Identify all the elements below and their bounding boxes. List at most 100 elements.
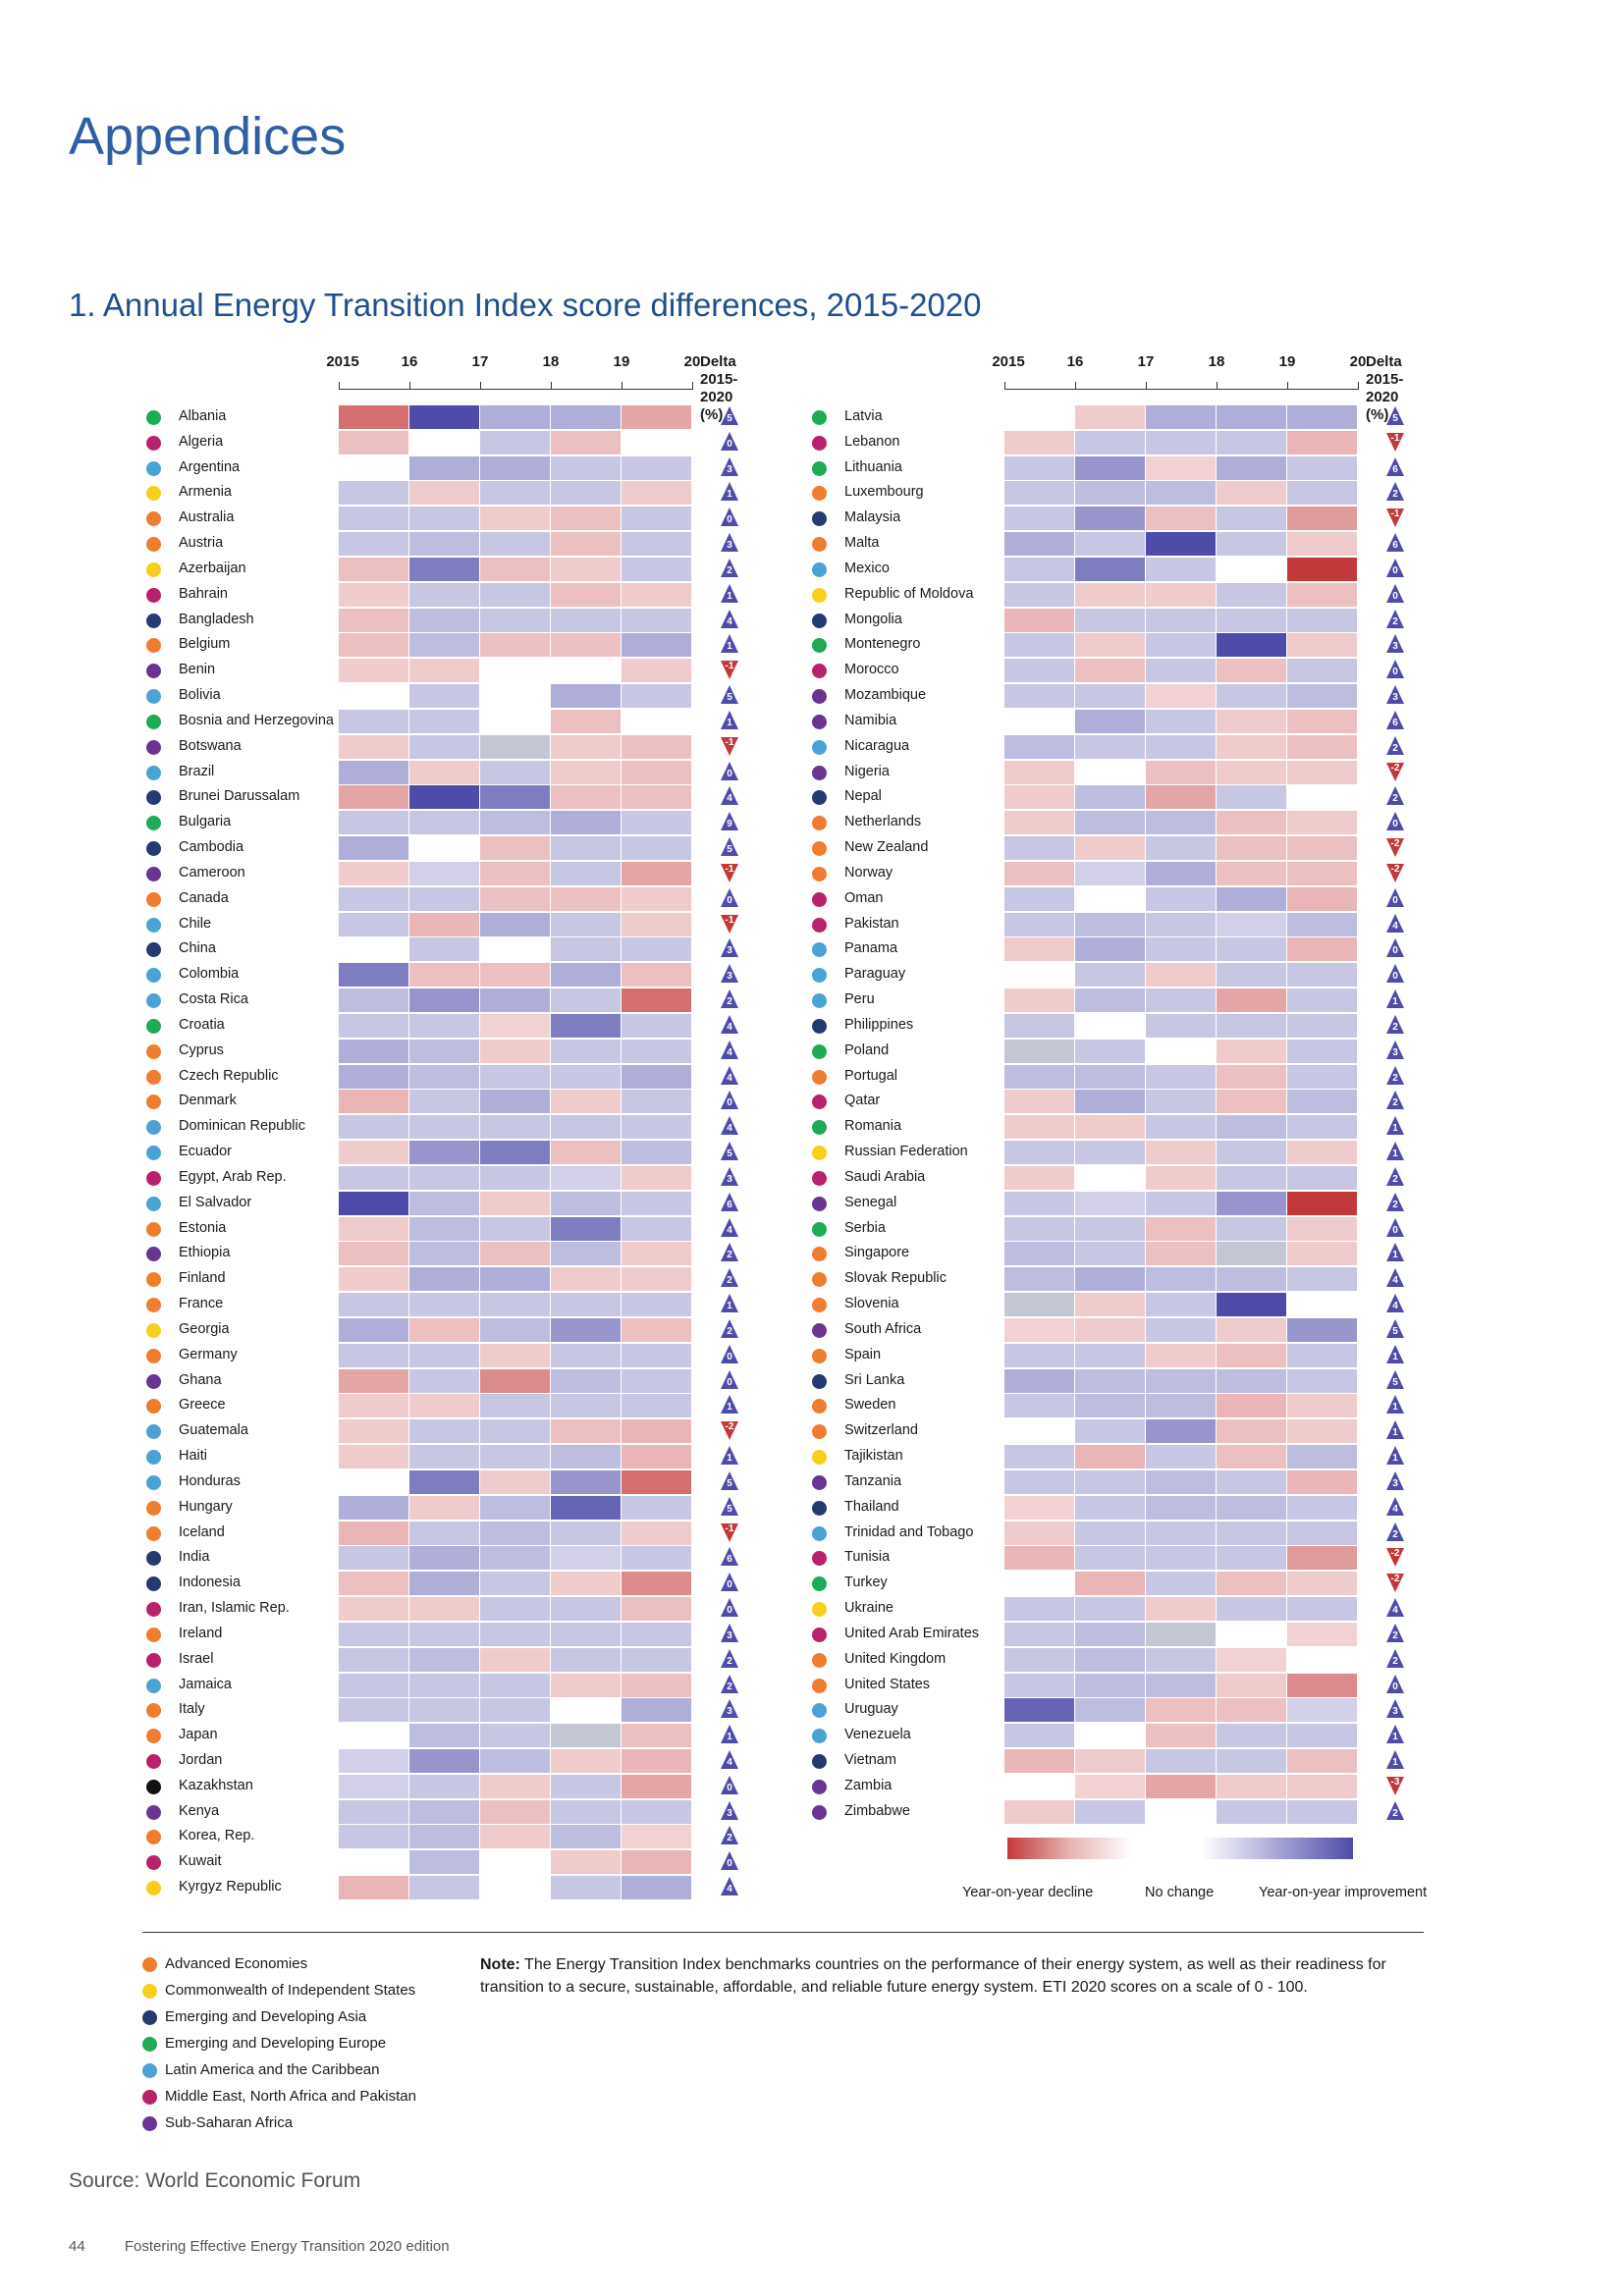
country-row: Argentina 3 <box>142 455 751 480</box>
delta-value: 2 <box>1392 1072 1398 1084</box>
heatmap-cell <box>409 659 479 683</box>
heatmap-cell <box>1287 557 1357 581</box>
delta-value: 2 <box>1392 615 1398 627</box>
heatmap-cell <box>1287 633 1357 658</box>
delta-value: 5 <box>727 1503 732 1515</box>
heatmap-cell <box>622 1343 691 1367</box>
heatmap-cell <box>1075 1267 1145 1292</box>
triangle-up-icon <box>721 1217 738 1237</box>
delta-value: 5 <box>727 413 732 424</box>
heatmap-cell <box>409 582 479 607</box>
heatmap-cell <box>1287 1799 1357 1824</box>
heatmap-cell <box>339 1242 408 1266</box>
delta-value: -3 <box>1390 1776 1400 1788</box>
heatmap-cell <box>622 836 691 861</box>
heatmap-cell <box>1287 1267 1357 1292</box>
heatmap-cell <box>1146 1521 1216 1545</box>
region-dot <box>812 993 827 1009</box>
country-row: Switzerland 1 <box>808 1418 1417 1444</box>
legend-label: Middle East, North Africa and Pakistan <box>165 2088 416 2105</box>
triangle-up-icon <box>721 812 738 831</box>
region-dot <box>812 1753 827 1769</box>
heatmap-cell <box>1004 532 1074 557</box>
delta-up-triangle: 2 <box>1385 481 1405 503</box>
triangle-up-icon <box>1386 1166 1404 1186</box>
heatmap-cell <box>409 532 479 557</box>
heatmap-cell <box>1146 1622 1216 1646</box>
heatmap-cell <box>1217 430 1286 454</box>
heatmap-cell <box>1075 1368 1145 1393</box>
heatmap-cell <box>339 405 408 429</box>
delta-down-triangle: -1 <box>1385 431 1405 453</box>
region-dot <box>146 942 161 958</box>
delta-value: 1 <box>727 1301 732 1312</box>
heatmap-cell <box>480 430 550 454</box>
heatmap-cell <box>551 1419 621 1444</box>
heatmap-cell <box>622 1013 691 1038</box>
heatmap-cell <box>551 1673 621 1697</box>
delta-value: 0 <box>1392 564 1398 576</box>
heatmap-cell <box>1075 861 1145 885</box>
heatmap-cell <box>1287 1597 1357 1621</box>
year-label: 18 <box>542 353 560 370</box>
delta-up-triangle: 0 <box>720 1775 739 1796</box>
heatmap-cell <box>339 1141 408 1165</box>
heatmap-cell <box>1075 608 1145 632</box>
heatmap-cell <box>1004 1622 1074 1646</box>
region-dot <box>812 765 827 780</box>
legend-dot <box>142 1984 157 1999</box>
triangle-down-icon <box>721 914 738 934</box>
country-row: Malta 6 <box>808 531 1417 557</box>
heatmap-cell <box>1075 963 1145 988</box>
heatmap-cell <box>1217 1064 1286 1089</box>
region-dot <box>146 816 161 831</box>
region-dot <box>812 1146 827 1161</box>
country-row: Lithuania 6 <box>808 455 1417 480</box>
delta-down-triangle: -2 <box>1385 1572 1405 1593</box>
year-axis-tick <box>622 382 623 390</box>
country-row: China 3 <box>142 936 751 962</box>
heatmap-cell <box>551 481 621 506</box>
heatmap-cell <box>622 1293 691 1317</box>
heatmap-cell <box>480 1368 550 1393</box>
country-row: United Kingdom 2 <box>808 1647 1417 1672</box>
region-dot <box>146 714 161 729</box>
note-label: Note: <box>480 1956 520 1973</box>
country-row: Kenya 3 <box>142 1799 751 1824</box>
region-dot <box>812 664 827 679</box>
heatmap-cell <box>480 532 550 557</box>
heatmap-cell <box>480 1267 550 1292</box>
heatmap-cell <box>1075 1445 1145 1469</box>
country-name: Uruguay <box>844 1701 898 1718</box>
heatmap-cell <box>551 1622 621 1646</box>
country-row: Norway -2 <box>808 861 1417 885</box>
delta-up-triangle: 0 <box>720 761 739 782</box>
delta-value: 4 <box>727 793 732 805</box>
heatmap-cell <box>409 1597 479 1621</box>
heatmap-cell <box>1075 988 1145 1013</box>
delta-up-triangle: 2 <box>1385 1648 1405 1670</box>
triangle-up-icon <box>1386 1217 1404 1237</box>
heatmap-cell <box>1004 608 1074 632</box>
heatmap-cell <box>1004 1267 1074 1292</box>
delta-value: 4 <box>1392 1301 1398 1312</box>
region-dot <box>146 1272 161 1288</box>
country-row: Namibia 6 <box>808 709 1417 733</box>
delta-value: -2 <box>1390 1574 1400 1585</box>
heatmap-cell <box>1004 937 1074 962</box>
delta-up-triangle: 2 <box>1385 1522 1405 1543</box>
legend-label: Commonwealth of Independent States <box>165 1982 416 1999</box>
heatmap-cell <box>1217 1267 1286 1292</box>
heatmap-cell <box>1004 1343 1074 1367</box>
country-name: Honduras <box>179 1472 241 1489</box>
legend-label: Sub-Saharan Africa <box>165 2114 294 2131</box>
delta-up-triangle: 2 <box>1385 609 1405 630</box>
region-dot <box>812 1043 827 1059</box>
heatmap-cell <box>409 1394 479 1418</box>
heatmap-cell <box>1217 811 1286 835</box>
heatmap-cell <box>339 659 408 683</box>
heatmap-cell <box>551 1267 621 1292</box>
country-name: Ireland <box>179 1625 223 1641</box>
country-row: Iceland -1 <box>142 1521 751 1545</box>
heatmap-cell <box>1217 1673 1286 1697</box>
